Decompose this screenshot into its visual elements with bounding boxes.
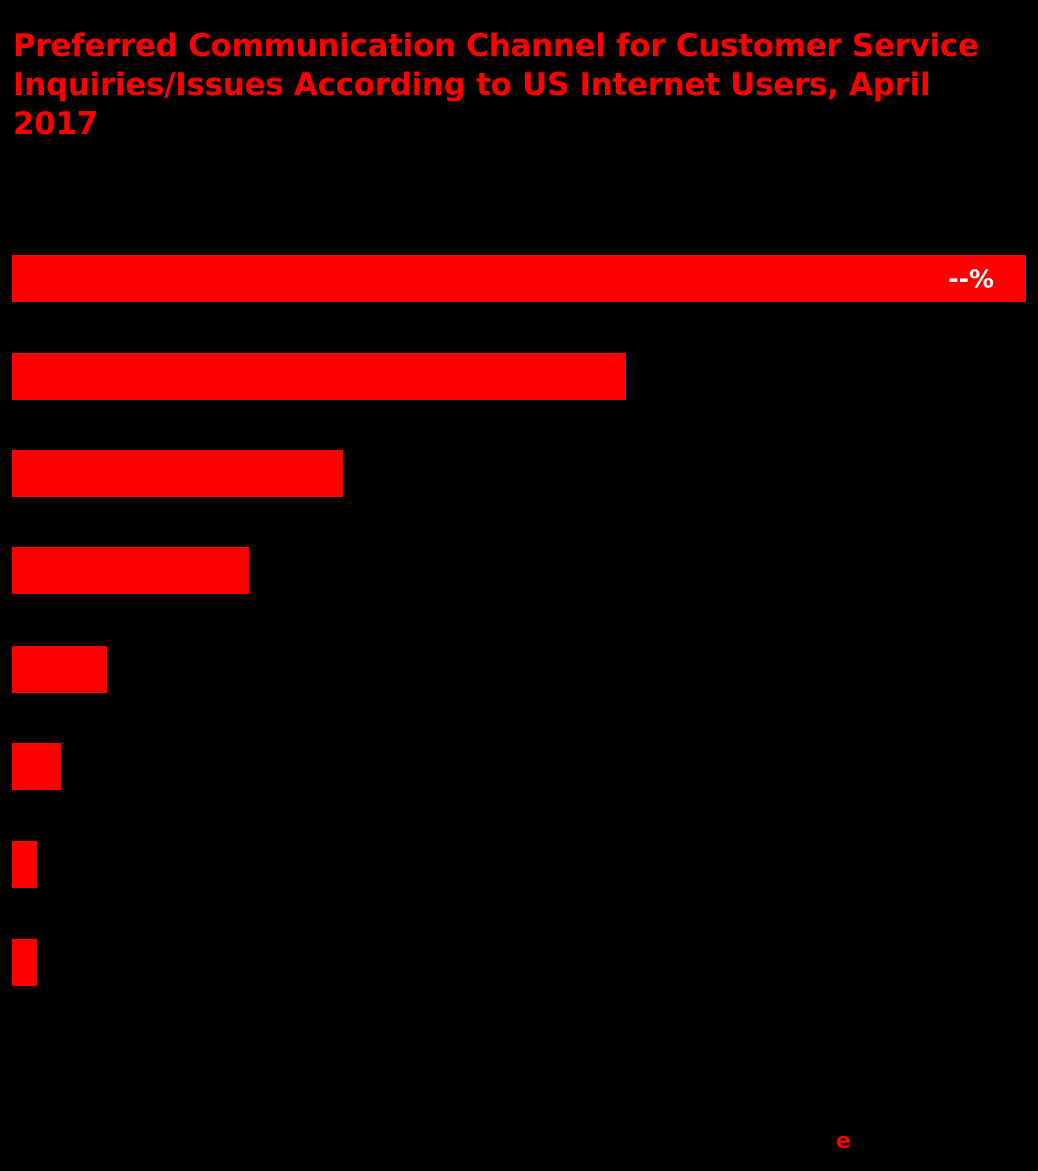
bar-8 (12, 939, 37, 986)
bar-6 (12, 743, 61, 790)
bar-3 (12, 450, 343, 497)
bar-value-label: --% (948, 264, 994, 293)
emarketer-logo-icon: e (836, 1129, 851, 1154)
bar-7 (12, 841, 37, 888)
bar-1: --% (12, 255, 1026, 302)
bar-5 (12, 646, 107, 693)
bar-2 (12, 353, 626, 400)
chart-title: Preferred Communication Channel for Cust… (13, 28, 979, 142)
bar-4 (12, 547, 249, 594)
